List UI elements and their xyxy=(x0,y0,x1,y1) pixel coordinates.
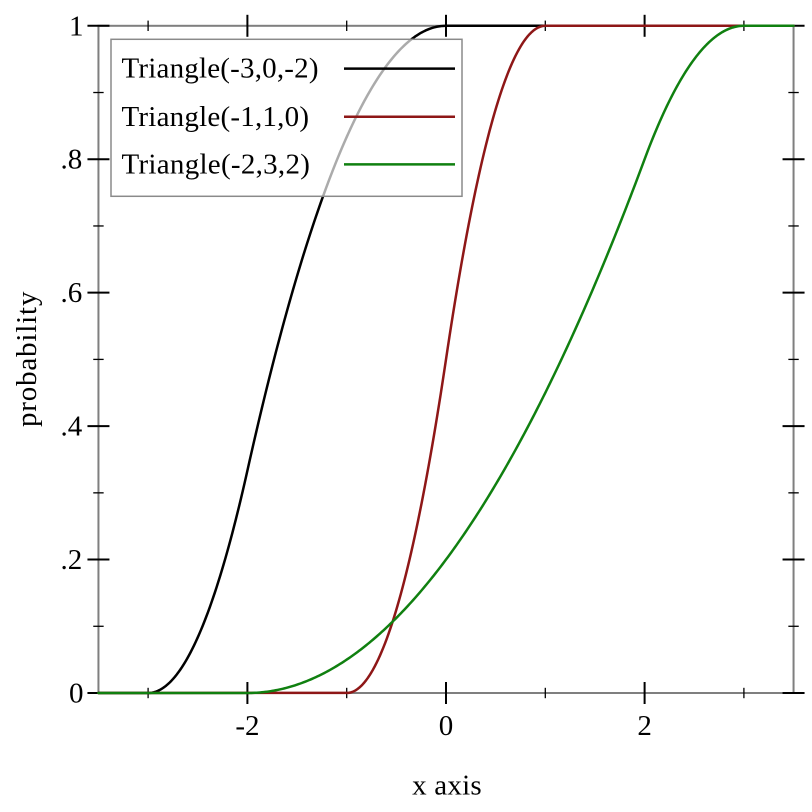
svg-text:.4: .4 xyxy=(61,411,83,443)
svg-text:x axis: x axis xyxy=(412,769,482,801)
svg-text:-2: -2 xyxy=(235,710,259,742)
svg-text:Triangle(-2,3,2): Triangle(-2,3,2) xyxy=(122,148,310,180)
svg-text:Triangle(-3,0,-2): Triangle(-3,0,-2) xyxy=(122,53,319,85)
svg-text:Triangle(-1,1,0): Triangle(-1,1,0) xyxy=(122,101,310,133)
svg-text:.6: .6 xyxy=(61,277,83,309)
svg-text:.8: .8 xyxy=(61,144,83,176)
svg-text:0: 0 xyxy=(69,678,84,710)
svg-text:.2: .2 xyxy=(61,544,83,576)
svg-text:probability: probability xyxy=(11,291,43,427)
svg-text:2: 2 xyxy=(637,710,652,742)
svg-text:1: 1 xyxy=(69,10,84,42)
svg-text:0: 0 xyxy=(439,710,454,742)
